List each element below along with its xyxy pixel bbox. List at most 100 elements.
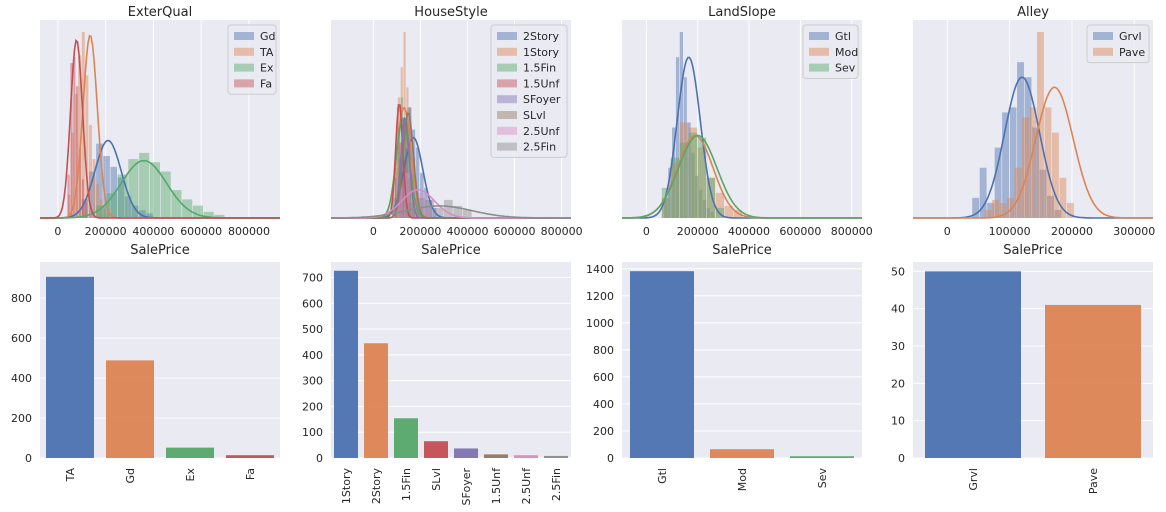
y-tick-label: 400 [593, 398, 614, 411]
hist-bar-pave [1014, 167, 1022, 218]
hist-bar-gtl [675, 57, 680, 219]
legend-label-1story: 1Story [523, 46, 560, 59]
hist-bar-pave [1007, 197, 1015, 218]
hist-bar-fa [73, 56, 76, 218]
hist-bar-2.5fin [453, 205, 463, 218]
legend-label-pave: Pave [1119, 46, 1145, 59]
y-tick-label: 40 [891, 303, 905, 316]
legend-box [802, 24, 859, 79]
hist-bar-grvl [1024, 77, 1032, 218]
x-axis-label: SalePrice [1003, 243, 1063, 258]
hist-bar-pave [1066, 202, 1074, 218]
x-tick-label: 0 [944, 225, 951, 238]
legend: Gtl Mod Sev [802, 24, 859, 79]
hist-bar-1.5unf [394, 177, 397, 218]
hist-bar-ex [214, 214, 225, 218]
hist-bar-2.5fin [434, 207, 444, 218]
hist-bar-ex [139, 152, 150, 218]
bar-fa [226, 455, 274, 458]
y-tick-label: 800 [593, 344, 614, 357]
hist-bar-fa [76, 86, 79, 218]
hist-bar-2.5unf [425, 199, 432, 218]
bar-1story [334, 270, 358, 458]
hist-bar-1.5fin [395, 167, 398, 218]
y-tick-label: 600 [593, 371, 614, 384]
hist-bar-mod [715, 192, 725, 218]
bar-gtl [630, 271, 694, 458]
panel-title: ExterQual [128, 5, 192, 20]
y-tick-label: 800 [11, 292, 32, 305]
x-tick-label-2.5unf: 2.5Unf [520, 467, 533, 505]
hist-bar-grvl [994, 147, 1002, 218]
hist-bar-ex [96, 205, 107, 218]
legend-swatch-fa [234, 79, 254, 88]
hist-bar-1.5fin [409, 177, 412, 218]
hist-bar-pave [992, 199, 1000, 218]
hist-bar-gtl [710, 211, 714, 218]
legend-swatch-1.5unf [497, 79, 517, 88]
count-panel-0: 0 200 400 600 800 TA Gd Ex Fa [11, 262, 280, 484]
hist-bar-fa [67, 174, 70, 218]
x-tick-label: 800000 [228, 225, 270, 238]
y-tick-label: 0 [316, 452, 323, 465]
hist-bar-mod [670, 162, 680, 218]
hist-bar-mod [697, 147, 707, 218]
x-tick-label-grvl: Grvl [967, 468, 980, 491]
hist-bar-1.5fin [400, 97, 403, 218]
y-tick-label: 600 [11, 332, 32, 345]
legend-label-2story: 2Story [523, 30, 560, 43]
hist-bar-ta [106, 213, 110, 218]
hist-bar-grvl [1054, 209, 1062, 218]
x-tick-label: 600000 [494, 225, 536, 238]
hist-bar-grvl [1002, 112, 1010, 218]
hist-bar-gd [131, 205, 139, 218]
hist-bar-gd [146, 213, 153, 218]
bar-sev [790, 456, 854, 458]
legend-swatch-ta [234, 47, 254, 56]
hist-bar-1.5fin [406, 147, 409, 218]
hist-bar-ex [192, 205, 203, 218]
hist-bar-gtl [664, 197, 668, 218]
x-tick-label-gd: Gd [124, 468, 137, 484]
legend-label-sev: Sev [835, 62, 856, 75]
hist-bar-ex [203, 211, 214, 218]
hist-bar-pave [999, 202, 1007, 218]
y-tick-label: 400 [302, 349, 323, 362]
x-tick-label-ex: Ex [184, 468, 197, 482]
x-tick-label: 100000 [989, 225, 1031, 238]
hist-bar-ta [85, 75, 89, 219]
hist-bar-mod [724, 205, 734, 218]
dist-panel-alley: 0 100000 200000 300000 Alley SalePrice Grvl Pav… [913, 5, 1155, 258]
hist-bar-2story [432, 207, 437, 218]
hist-bar-gtl [702, 199, 707, 218]
hist-bar-gtl [668, 167, 672, 218]
kde-line-2.5fin [331, 205, 571, 219]
hist-bar-pave [1059, 177, 1067, 218]
hist-bar-sev [697, 137, 707, 218]
hist-bar-gd [124, 196, 132, 218]
hist-bar-pave [984, 209, 992, 218]
x-tick-label-sfoyer: SFoyer [460, 468, 473, 506]
count-panel-2: 0 200 400 600 800 1000 1200 1400 Gtl Mod Sev [586, 262, 862, 491]
hist-bar-gd [88, 171, 96, 218]
x-tick-label-sev: Sev [816, 468, 829, 489]
hist-bar-2story [419, 172, 424, 218]
bar-ex [166, 447, 214, 458]
hist-bar-2story [403, 122, 407, 218]
legend-label-2.5fin: 2.5Fin [523, 141, 556, 154]
legend-label-2.5unf: 2.5Unf [523, 125, 561, 138]
legend-swatch-1story [497, 47, 517, 56]
hist-bar-pave [1037, 32, 1044, 218]
hist-bar-gtl [679, 32, 684, 218]
hist-bar-fa [84, 202, 87, 218]
hist-bar-gd [139, 210, 146, 218]
hist-bar-pave [1029, 107, 1037, 218]
hist-bar-slvl [401, 177, 405, 218]
hist-bar-pave [1052, 132, 1059, 218]
legend-label-sfoyer: SFoyer [523, 93, 561, 106]
hist-bar-2.5unf [418, 192, 425, 218]
x-tick-label-slvl: SLvl [430, 468, 443, 491]
x-tick-label: 400000 [132, 225, 174, 238]
panel-title: LandSlope [708, 5, 776, 20]
hist-bar-grvl [1047, 195, 1054, 218]
